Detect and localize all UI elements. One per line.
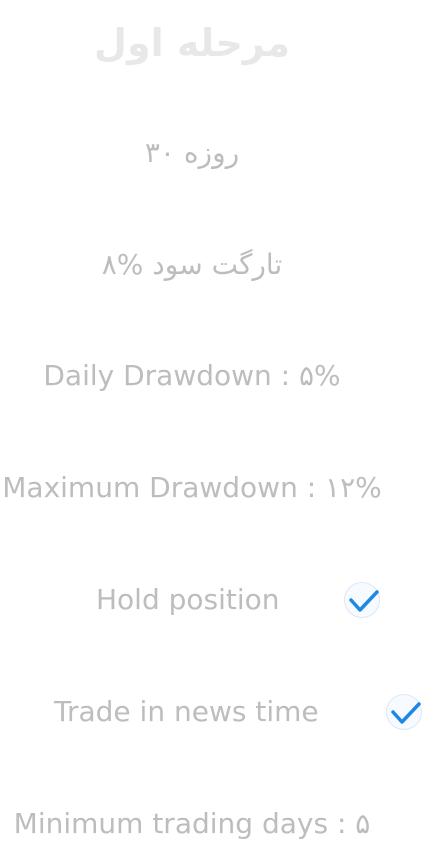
rule-daily-drawdown: Daily Drawdown : ۵% — [43, 359, 341, 392]
rule-profit-target: ۸% تارگت سود — [101, 248, 283, 281]
check-icon — [391, 702, 421, 724]
check-icon — [349, 590, 379, 612]
rule-min-trading-days: Minimum trading days : ۵ — [13, 807, 371, 840]
hold-position-check — [344, 582, 380, 618]
rule-duration: ۳۰ روزه — [144, 136, 240, 169]
news-trading-label: Trade in news time — [54, 695, 319, 728]
hold-position-label: Hold position — [96, 583, 280, 616]
phase-title: مرحله اول — [94, 21, 290, 65]
rule-max-drawdown: Maximum Drawdown : ۱۲% — [2, 471, 382, 504]
news-trading-check — [386, 694, 422, 730]
